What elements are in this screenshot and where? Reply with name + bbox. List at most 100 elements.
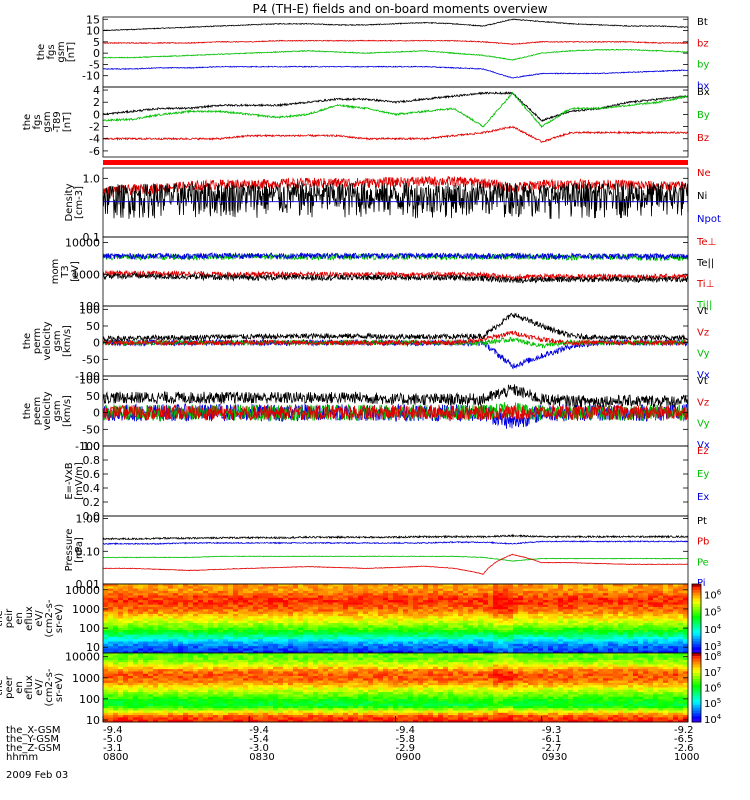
x-tick-value: -2.6 <box>674 743 694 754</box>
x-tick-value: 0800 <box>103 752 128 763</box>
panel-peem-velocity: 100500-50-100thepeemvelocitygsm[km/s]VtV… <box>22 373 710 453</box>
series-Ni-line <box>102 182 689 220</box>
x-row-label: the_Z-GSM <box>6 743 61 754</box>
y-tick-label: 100 <box>79 622 100 635</box>
y-tick-label: 0.01 <box>76 578 101 591</box>
panels: 151050-5-10thefgsgsm[nT]Btbzbybx420-2-4-… <box>0 13 722 727</box>
y-tick-label: 4 <box>93 84 100 97</box>
colorbar: 108 107 106 105 104 <box>691 650 722 726</box>
legend-Bz: Bz <box>697 133 709 144</box>
y-axis-label: thepeemvelocitygsm[km/s] <box>22 391 73 430</box>
legend-Vz: Vz <box>697 327 709 338</box>
x-tick-value: -5.0 <box>103 734 123 745</box>
quality-flag-bar <box>103 160 688 165</box>
legend-Vy: Vy <box>697 349 710 360</box>
y-tick-label: 1000 <box>72 672 100 685</box>
y-axis-label: thefgsgsm[nT] <box>36 41 77 62</box>
panel-fgs-gsm-dB: 420-2-4-6 thefgsgsm-T89[nT] Bx By Bz <box>22 84 710 158</box>
y-tick-label: 0 <box>93 108 100 121</box>
x-tick-value: -3.0 <box>249 743 269 754</box>
legend-Pe: Pe <box>697 557 709 568</box>
legend-Vx: Vx <box>697 370 710 381</box>
legend-Vt: Vt <box>697 306 708 317</box>
y-tick-label: 15 <box>86 13 100 26</box>
y-tick-label: -2 <box>89 121 100 134</box>
series-bz-line <box>102 39 689 46</box>
y-axis-label: thepeirenefluxeV/(cm2-s-sr-eV) <box>0 599 65 637</box>
legend-Bx: Bx <box>697 87 710 98</box>
series-Bx-line <box>102 91 689 122</box>
colorbar-label: 104 <box>704 623 722 636</box>
y-tick-label: 10 <box>86 714 100 727</box>
y-tick-label: 100 <box>79 693 100 706</box>
panel-peer-en-eflux: 108 107 106 105 104 10000 1000 100 10 thepeerenef… <box>0 650 722 727</box>
series-Pe-line <box>102 555 689 562</box>
legend-bx: bx <box>697 81 709 92</box>
panel-frame <box>102 515 689 585</box>
y-axis-label: E=-VxB[mV/m] <box>64 462 85 500</box>
y-axis-label: Pressure[nPa] <box>64 529 85 572</box>
legend-Ne: Ne <box>697 168 711 179</box>
legend-bz: bz <box>697 38 709 49</box>
y-tick-label: 10000 <box>65 237 100 250</box>
x-tick-value: 0830 <box>249 752 274 763</box>
x-tick-value: -9.4 <box>396 725 416 736</box>
series-bx-line <box>102 65 689 79</box>
legend-Ex: Ex <box>697 492 709 503</box>
series-Vy-line <box>102 402 689 423</box>
panel-frame <box>102 86 689 158</box>
panel-density: 1.0 0.1 Density[cm-3] Ne Ni Npot <box>64 167 721 244</box>
y-tick-label: 0 <box>93 407 100 420</box>
legend-Ti||: Ti|| <box>696 300 712 311</box>
y-tick-label: -100 <box>75 440 100 453</box>
y-tick-label: 100 <box>79 303 100 316</box>
series-Pi-line <box>102 540 689 546</box>
series-by-line <box>102 48 689 61</box>
colorbar-label: 108 <box>704 650 721 663</box>
colorbar-label: 105 <box>704 606 721 619</box>
legend-Ni: Ni <box>697 191 707 202</box>
spectrogram-cells <box>103 653 689 723</box>
y-tick-label: 1.0 <box>83 172 101 185</box>
legend-Npot: Npot <box>697 214 721 225</box>
x-tick-value: -5.8 <box>396 734 416 745</box>
panel-mom-temp: 10000 1000 100 momT3[eV] Te⊥ Te|| Ti⊥ Ti|| <box>50 236 716 313</box>
y-axis-label: momT3[eV] <box>50 259 81 285</box>
colorbar: 106 105 104 103 <box>691 583 722 654</box>
x-tick-value: -9.4 <box>249 725 269 736</box>
y-tick-label: -6 <box>89 145 100 158</box>
panel-e-vxb: 1.00.80.60.40.20.0 E=-VxB[mV/m] Ez Ey Ex <box>64 440 709 523</box>
panel-frame <box>102 236 689 307</box>
legend-by: by <box>697 60 709 71</box>
legend-Te||: Te|| <box>696 258 714 269</box>
y-tick-label: 0.0 <box>83 510 101 523</box>
y-tick-label: 1000 <box>72 268 100 281</box>
panel-frame <box>102 445 689 517</box>
series-Bt-line <box>102 18 688 32</box>
x-tick-value: -2.7 <box>542 743 562 754</box>
legend-Te⊥: Te⊥ <box>696 237 716 248</box>
series-Ti⊥-line <box>102 251 689 261</box>
colorbar-label: 104 <box>704 713 722 726</box>
spectrogram-cells <box>103 584 689 654</box>
series-Vz-line <box>102 404 689 422</box>
x-tick-value: -5.4 <box>249 734 269 745</box>
y-tick-label: -10 <box>82 70 100 83</box>
legend-Bt: Bt <box>697 17 708 28</box>
series-Vt-line <box>102 312 689 343</box>
y-tick-label: 0 <box>93 47 100 60</box>
y-tick-label: -50 <box>82 353 100 366</box>
x-row-label: hhmm <box>6 752 38 763</box>
y-tick-label: 5 <box>93 36 100 49</box>
legend-Vy: Vy <box>697 419 710 430</box>
y-tick-label: 0.10 <box>76 545 101 558</box>
x-axis-labels: the_X-GSMthe_Y-GSMthe_Z-GSMhhmm-9.4-5.0-… <box>6 716 699 763</box>
y-tick-label: 10000 <box>65 651 100 664</box>
colorbar-label: 103 <box>704 640 721 653</box>
colorbar-label: 105 <box>704 697 721 710</box>
y-tick-label: 0.8 <box>83 454 101 467</box>
y-tick-label: 2 <box>93 96 100 109</box>
colorbar-label: 107 <box>704 666 721 679</box>
